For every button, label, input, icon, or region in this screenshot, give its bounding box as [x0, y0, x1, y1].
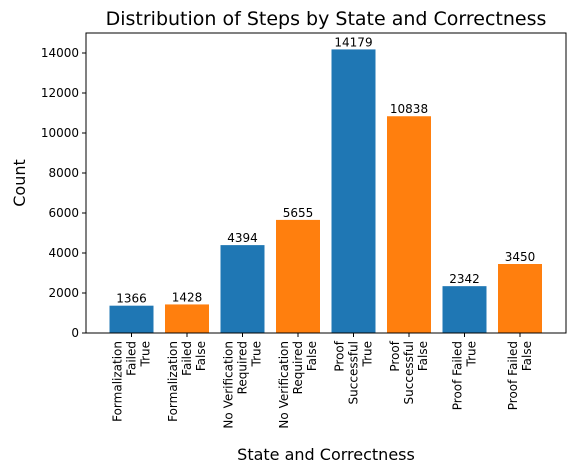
x-tick-label: FormalizationFailedFalse	[166, 341, 208, 422]
x-tick-label-line: No Verification	[222, 341, 236, 429]
x-tick-label-line: False	[520, 341, 534, 371]
x-tick-label: No VerificationRequiredTrue	[222, 341, 264, 429]
x-tick-label-line: True	[250, 341, 264, 368]
bar-value-label: 1428	[172, 290, 203, 304]
bar-value-label: 2342	[449, 272, 480, 286]
x-tick-label: ProofSuccessfulTrue	[333, 340, 375, 404]
bar	[498, 264, 542, 333]
x-tick-label-line: Successful	[347, 341, 361, 404]
x-tick-label-line: True	[465, 341, 479, 368]
x-tick-label-line: Formalization	[166, 341, 180, 422]
x-tick-label: ProofSuccessfulFalse	[388, 340, 430, 404]
bar	[276, 219, 320, 333]
x-tick-label-line: Required	[236, 341, 250, 394]
bar	[220, 245, 265, 333]
plot-frame	[85, 32, 567, 334]
x-tick-label-line: Failed	[125, 341, 139, 376]
x-tick-label-line: True	[361, 341, 375, 368]
x-tick-label-line: Successful	[402, 341, 416, 404]
x-tick-label-line: False	[416, 341, 430, 371]
bar-value-label: 3450	[505, 250, 536, 264]
x-tick-label: No VerificationRequiredFalse	[277, 341, 319, 429]
x-tick-label-line: True	[139, 341, 153, 368]
x-tick-label-line: Proof Failed	[451, 341, 465, 410]
bar-value-label: 1366	[116, 292, 147, 306]
bar	[165, 304, 209, 333]
x-axis-ticks: FormalizationFailedTrue FormalizationFail…	[111, 333, 534, 429]
y-tick-label: 10000	[41, 126, 79, 140]
chart-title: Distribution of Steps by State and Corre…	[106, 8, 547, 30]
bar	[331, 49, 376, 334]
x-tick-label: Proof FailedTrue	[451, 341, 479, 410]
bars-group	[109, 49, 542, 334]
y-tick-label: 14000	[41, 46, 79, 60]
x-tick-label-line: Proof	[388, 340, 402, 371]
x-tick-label-line: Required	[291, 341, 305, 394]
x-tick-label: Proof FailedFalse	[506, 341, 534, 410]
x-tick-label-line: Proof Failed	[506, 341, 520, 410]
x-tick-label-line: No Verification	[277, 341, 291, 429]
bar-value-label: 10838	[390, 102, 428, 116]
bar	[442, 286, 487, 333]
bar-value-label: 4394	[227, 231, 258, 245]
y-tick-label: 12000	[41, 86, 79, 100]
x-tick-label-line: Formalization	[111, 341, 125, 422]
x-tick-label: FormalizationFailedTrue	[111, 341, 153, 422]
x-tick-label-line: False	[194, 341, 208, 371]
y-tick-label: 6000	[48, 206, 79, 220]
bar-value-label: 14179	[334, 35, 372, 49]
y-tick-label: 0	[71, 326, 79, 340]
x-axis-label: State and Correctness	[237, 445, 415, 464]
bar	[387, 116, 431, 334]
bar	[109, 305, 154, 333]
y-tick-label: 2000	[48, 286, 79, 300]
y-axis-ticks: 0 2000 4000 6000 8000 10000 12000 14000	[41, 46, 86, 340]
bar-value-labels: 1366 1428 4394 5655 14179 10838 2342 3450	[116, 35, 535, 305]
x-tick-label-line: Proof	[333, 340, 347, 371]
bar-value-label: 5655	[283, 206, 314, 220]
x-tick-label-line: False	[305, 341, 319, 371]
y-axis-label: Count	[10, 159, 29, 207]
y-tick-label: 8000	[48, 166, 79, 180]
y-tick-label: 4000	[48, 246, 79, 260]
x-tick-label-line: Failed	[180, 341, 194, 376]
